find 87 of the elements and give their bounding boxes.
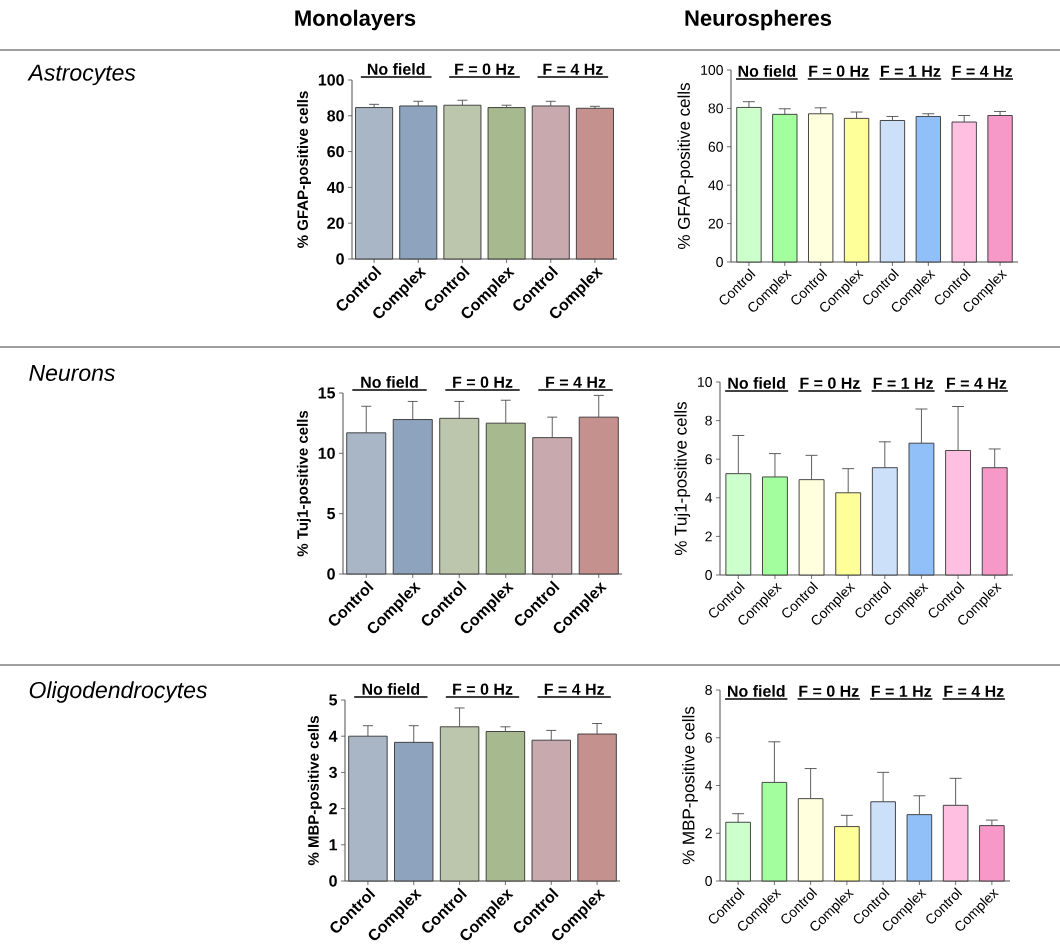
bar [797,798,824,882]
bar [532,437,573,575]
y-tick-label: 0 [716,257,723,267]
annotation: No field [738,65,796,77]
annotation: No field [728,377,785,389]
bar [725,821,751,882]
y-axis-title: % GFAP-positive cells [296,91,311,248]
y-tick-label: 80 [708,103,723,114]
y-tick-label: 0 [705,570,712,580]
text: No field [367,63,425,75]
y-tick-label: 0 [705,876,712,886]
bar [439,417,480,575]
bar [346,432,387,575]
bar [485,422,526,575]
text: F = 0 Hz [455,63,515,75]
y-tick-label: 2 [705,531,712,542]
text: F = 4 Hz [546,376,606,388]
bar [798,479,825,576]
y-tick-label: 4 [705,780,713,791]
chart-title: Neurospheres [685,9,832,31]
y-axis-title: % MBP-positive cells [682,706,698,865]
bar [834,826,860,882]
bar [871,467,898,576]
text: Astrocytes [27,64,136,86]
y-axis-title: % MBP-positive cells [307,716,322,866]
annotation: No field [728,685,785,697]
text: F = 0 Hz [453,683,513,695]
bar [979,825,1005,882]
y-tick-label: 8 [705,415,712,426]
y-tick-label: 10 [318,447,335,459]
text: Neurons [29,364,115,382]
y-tick-label: 40 [708,180,723,191]
y-axis-title: % Tuj1-positive cells [296,410,311,557]
text: F = 4 Hz [544,683,605,695]
annotation: F = 0 Hz [800,377,860,389]
y-tick-label: 60 [708,141,723,152]
text: F = 4 Hz [543,63,603,75]
y-tick-label: 20 [708,218,723,229]
y-tick-label: 5 [329,694,338,706]
bar [835,492,862,576]
chart-title: Monolayers [295,9,416,31]
y-tick-label: 1 [329,839,338,851]
y-tick-label: 2 [329,803,337,815]
annotation: F = 0 Hz [809,65,869,77]
y-tick-label: 15 [318,387,336,399]
bar [725,473,752,576]
annotation: F = 1 Hz [881,65,941,77]
y-tick-label: 0 [336,253,344,265]
bar [762,476,788,576]
y-tick-label: 4 [328,730,338,742]
y-tick-label: 100 [701,65,723,75]
y-tick-label: 0 [329,875,337,887]
bar [870,801,896,882]
text: F = 0 Hz [453,376,513,388]
y-tick-label: 20 [327,217,344,229]
y-tick-label: 2 [705,828,712,839]
annotation: F = 0 Hz [799,685,859,697]
y-tick-label: 80 [327,110,344,122]
y-tick-label: 100 [318,74,344,86]
y-tick-label: 4 [705,492,713,503]
y-tick-label: 60 [327,145,344,158]
y-axis-title: % GFAP-positive cells [677,83,694,249]
y-tick-label: 40 [326,181,344,194]
bar [578,416,619,575]
bar [392,419,433,575]
y-tick-label: 6 [705,732,712,743]
annotation: F = 1 Hz [871,685,932,697]
annotation: F = 4 Hz [944,685,1004,697]
bar [942,804,969,882]
y-tick-label: 0 [327,568,335,580]
y-tick-label: 6 [705,454,712,465]
text: No field [362,683,420,695]
y-axis-title: % Tuj1-positive cells [674,401,691,556]
annotation: F = 4 Hz [952,65,1012,77]
y-tick-label: 10 [697,377,712,387]
annotation: F = 4 Hz [947,377,1007,389]
y-tick-label: 3 [328,766,337,779]
annotation: F = 1 Hz [873,377,933,389]
text: No field [361,376,418,388]
bar [908,442,935,576]
y-tick-label: 8 [705,685,712,695]
bar [945,450,971,576]
bar [906,814,933,882]
bar [981,467,1008,576]
text: Oligodendrocytes [29,681,208,703]
y-tick-label: 5 [327,508,336,520]
bar [761,781,788,882]
